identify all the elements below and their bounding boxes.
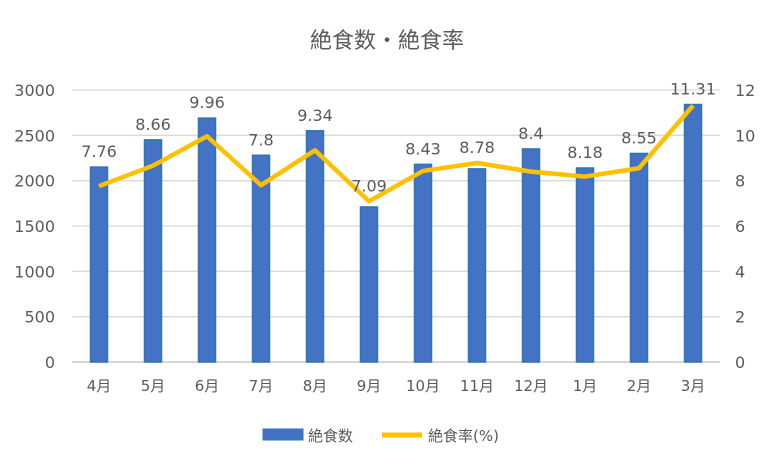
bar — [361, 207, 378, 362]
y-right-tick-label: 6 — [735, 217, 745, 236]
x-tick-label: 11月 — [460, 377, 494, 395]
x-tick-label: 4月 — [87, 377, 112, 395]
bar — [577, 168, 594, 362]
x-tick-label: 8月 — [303, 377, 328, 395]
x-tick-label: 12月 — [514, 377, 548, 395]
y-left-tick-label: 1500 — [14, 217, 55, 236]
x-tick-label: 3月 — [681, 377, 706, 395]
bar — [91, 167, 108, 362]
data-label: 7.09 — [351, 176, 387, 195]
legend-bar-swatch — [263, 429, 303, 440]
rate-line — [99, 106, 693, 202]
y-left-tick-label: 1000 — [14, 262, 55, 281]
y-left-tick-label: 3000 — [14, 81, 55, 100]
y-left-tick-label: 2500 — [14, 126, 55, 145]
x-tick-label: 6月 — [195, 377, 220, 395]
y-right-tick-label: 2 — [735, 308, 745, 327]
x-tick-label: 2月 — [627, 377, 652, 395]
bar — [685, 105, 702, 362]
data-label: 8.66 — [135, 115, 171, 134]
x-tick-label: 5月 — [141, 377, 166, 395]
data-label: 11.31 — [670, 80, 716, 99]
data-label: 9.34 — [297, 106, 333, 125]
bar — [145, 140, 162, 362]
legend-label-line: 絶食率(%) — [428, 427, 499, 445]
bar — [523, 149, 540, 362]
data-label: 7.76 — [81, 142, 117, 161]
data-label: 8.4 — [518, 124, 543, 143]
x-tick-label: 1月 — [573, 377, 598, 395]
bar — [199, 118, 216, 362]
y-left-tick-label: 2000 — [14, 172, 55, 191]
chart-title: 絶食数・絶食率 — [310, 29, 464, 54]
y-right-tick-label: 10 — [735, 126, 755, 145]
x-tick-label: 9月 — [357, 377, 382, 395]
data-label: 8.55 — [621, 128, 657, 147]
data-label: 8.18 — [567, 143, 603, 162]
bar — [415, 164, 432, 362]
y-left-tick-label: 0 — [45, 353, 55, 372]
x-tick-label: 10月 — [406, 377, 440, 395]
y-left-tick-label: 500 — [24, 308, 55, 327]
y-right-tick-label: 12 — [735, 81, 755, 100]
data-label: 8.43 — [405, 139, 441, 158]
legend: 絶食数 絶食率(%) — [263, 427, 499, 445]
legend-label-bar: 絶食数 — [308, 427, 353, 445]
bar — [631, 153, 648, 362]
bar — [307, 131, 324, 362]
x-tick-label: 7月 — [249, 377, 274, 395]
bar — [469, 169, 486, 362]
y-right-tick-label: 8 — [735, 172, 745, 191]
y-right-tick-label: 0 — [735, 353, 745, 372]
y-right-tick-label: 4 — [735, 262, 745, 281]
data-label: 8.78 — [459, 138, 495, 157]
data-label: 9.96 — [189, 93, 225, 112]
data-label: 7.8 — [248, 130, 273, 149]
